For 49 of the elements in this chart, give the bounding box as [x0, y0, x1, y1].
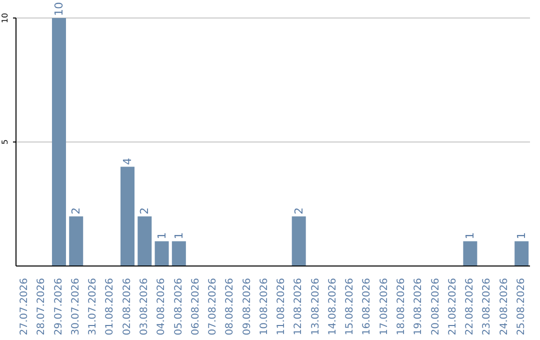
x-tick-label: 02.08.2026: [122, 278, 133, 336]
data-label: 1: [515, 232, 528, 240]
data-label: 4: [121, 158, 134, 165]
data-label: 1: [464, 232, 477, 240]
x-tick-label: 29.07.2026: [53, 278, 64, 336]
x-tick-label: 16.08.2026: [362, 278, 373, 336]
x-tick-label: 05.08.2026: [173, 278, 184, 336]
x-tick-label: 11.08.2026: [276, 278, 288, 336]
x-tick-label: 04.08.2026: [156, 278, 168, 336]
x-tick-label: 30.07.2026: [70, 278, 82, 336]
x-tick-label: 20.08.2026: [430, 278, 442, 336]
x-tick-label: 21.08.2026: [447, 278, 458, 336]
x-tick-label: 28.07.2026: [36, 278, 48, 336]
bar: [69, 216, 84, 266]
bar: [154, 241, 169, 266]
x-tick-label: 09.08.2026: [242, 278, 253, 336]
data-label: 2: [138, 207, 152, 214]
x-tick-label: 23.08.2026: [482, 278, 493, 336]
x-tick-label: 10.08.2026: [258, 278, 270, 336]
data-label: 1: [172, 232, 186, 240]
x-tick-label: 06.08.2026: [190, 278, 202, 336]
x-tick-label: 07.08.2026: [208, 278, 219, 336]
bar: [292, 216, 306, 266]
x-tick-label: 24.08.2026: [498, 278, 510, 336]
bar: [138, 216, 152, 266]
x-tick-label: 15.08.2026: [344, 278, 356, 336]
data-label: 10: [52, 2, 66, 16]
bar: [172, 241, 186, 266]
data-label: 1: [155, 232, 168, 240]
x-tick-label: 13.08.2026: [310, 278, 322, 336]
x-tick-label: 14.08.2026: [327, 278, 338, 336]
x-tick-label: 17.08.2026: [378, 278, 390, 336]
bar: [463, 241, 478, 266]
bar: [120, 166, 135, 266]
bar: [52, 18, 66, 266]
x-tick-label: 12.08.2026: [293, 278, 304, 336]
x-tick-label: 03.08.2026: [139, 278, 150, 336]
x-tick-label: 08.08.2026: [224, 278, 236, 336]
x-tick-label: 19.08.2026: [413, 278, 424, 336]
bar: [514, 241, 529, 266]
data-label: 2: [292, 207, 306, 214]
x-tick-label: 31.07.2026: [88, 278, 99, 336]
x-tick-label: 25.08.2026: [516, 278, 527, 336]
x-tick-label: 01.08.2026: [104, 278, 116, 336]
x-tick-label: 27.07.2026: [19, 278, 30, 336]
data-label: 2: [70, 207, 83, 214]
x-tick-label: 22.08.2026: [464, 278, 476, 336]
y-tick-label: 5: [0, 139, 10, 145]
x-tick-label: 18.08.2026: [396, 278, 407, 336]
